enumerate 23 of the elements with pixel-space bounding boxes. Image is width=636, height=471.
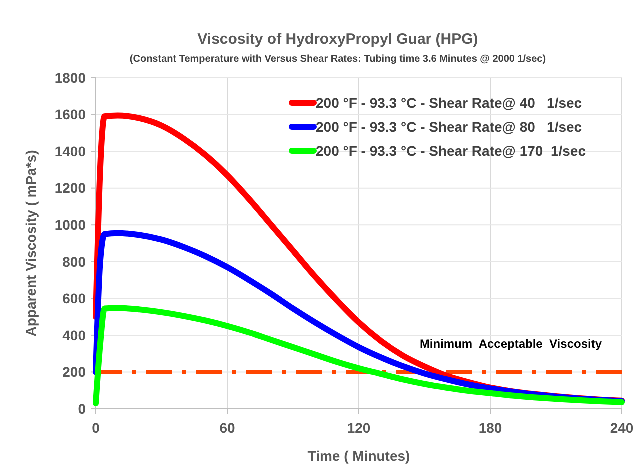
y-axis-title: Apparent Viscosity ( mPa*s) [23, 150, 39, 337]
x-tick-label: 240 [610, 420, 634, 436]
chart-title: Viscosity of HydroxyPropyl Guar (HPG) [198, 31, 478, 48]
legend-label: 200 °F - 93.3 °C - Shear Rate@ 80 1/sec [316, 118, 582, 135]
y-tick-label: 400 [62, 327, 86, 344]
ref-line-label: Minimum Acceptable Viscosity [420, 337, 602, 352]
y-tick-label: 200 [62, 364, 86, 380]
x-tick-label: 60 [220, 420, 236, 436]
y-tick-label: 800 [62, 254, 86, 270]
x-tick-label: 120 [347, 420, 371, 436]
x-axis-title: Time ( Minutes) [308, 448, 410, 464]
y-tick-label: 600 [62, 290, 86, 307]
legend-label: 200 °F - 93.3 °C - Shear Rate@ 170 1/sec [316, 142, 586, 159]
y-tick-label: 1000 [54, 217, 86, 234]
legend-label: 200 °F - 93.3 °C - Shear Rate@ 40 1/sec [316, 94, 582, 111]
y-tick-label: 1400 [54, 143, 86, 160]
y-tick-label: 1800 [54, 70, 86, 86]
y-tick-label: 1600 [54, 106, 86, 123]
y-tick-label: 0 [78, 400, 86, 417]
x-tick-label: 180 [478, 420, 502, 436]
chart-subtitle: (Constant Temperature with Versus Shear Rates: Tubing time 3.6 Minutes @ 2000 1/sec) [130, 54, 546, 65]
x-tick-label: 0 [92, 420, 100, 436]
y-tick-label: 1200 [54, 180, 86, 196]
